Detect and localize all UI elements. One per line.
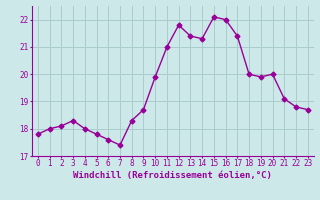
X-axis label: Windchill (Refroidissement éolien,°C): Windchill (Refroidissement éolien,°C): [73, 171, 272, 180]
